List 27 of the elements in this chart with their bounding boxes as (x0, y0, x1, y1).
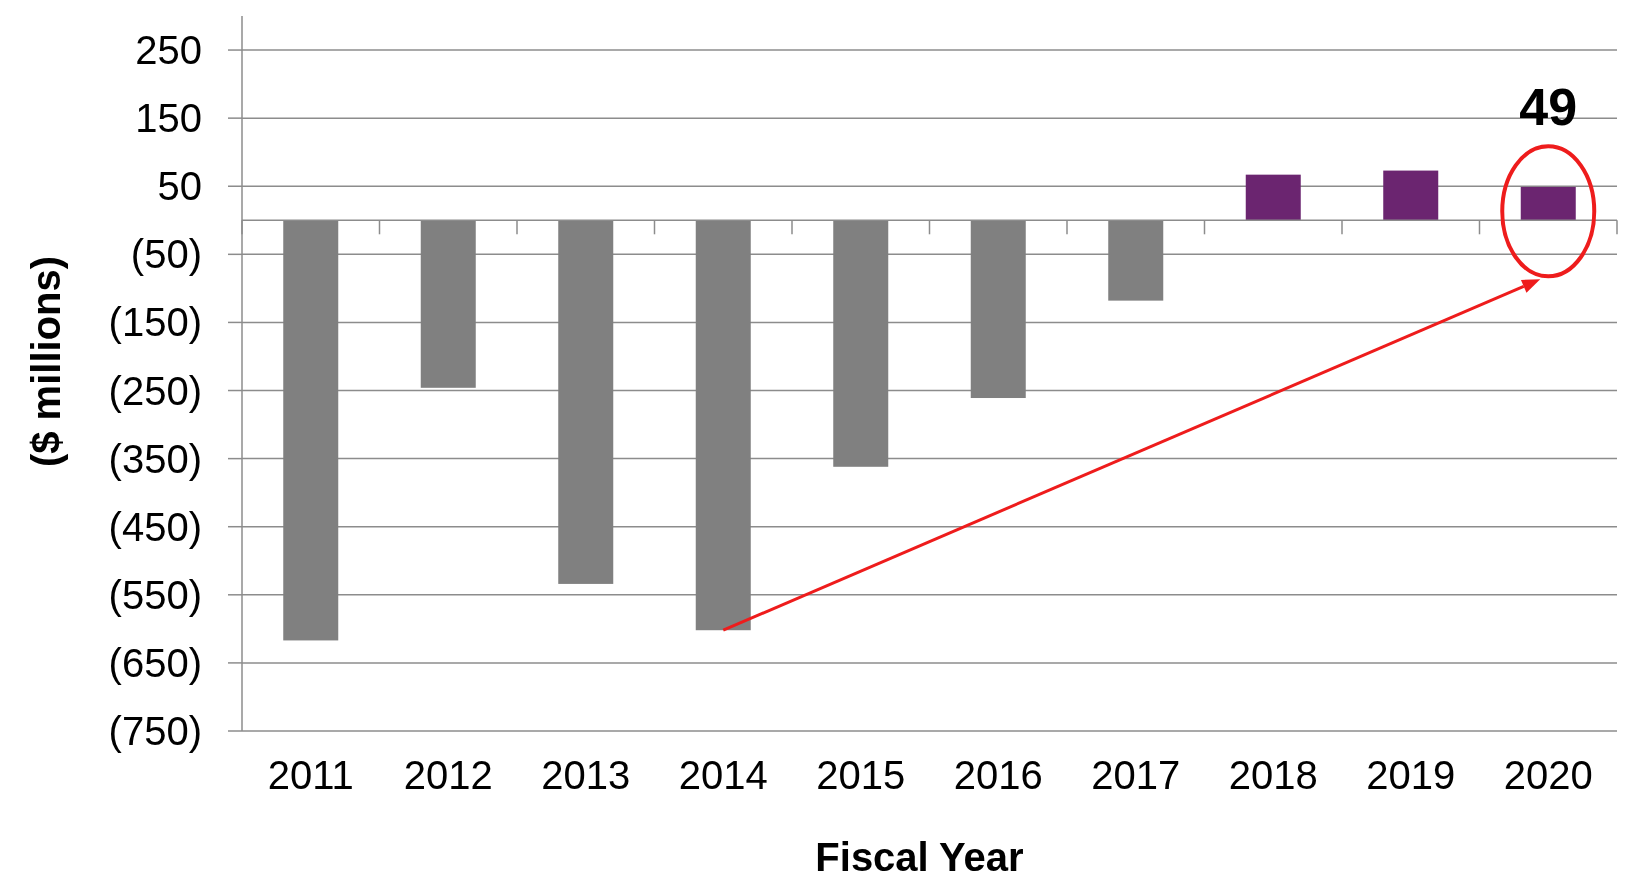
data-label: 49 (1519, 77, 1578, 136)
y-tick-label: (350) (108, 436, 202, 481)
y-tick-label: (50) (130, 232, 202, 277)
x-tick-label: 2012 (403, 753, 493, 797)
x-tick-label: 2014 (678, 753, 768, 797)
y-tick-label: 50 (157, 164, 202, 209)
y-tick-label: 150 (135, 96, 202, 141)
y-axis-title: ($ millions) (24, 255, 68, 468)
x-tick-label: 2019 (1366, 753, 1456, 797)
bar (1245, 174, 1301, 221)
x-tick-label: 2020 (1503, 753, 1593, 797)
y-tick-label: (250) (108, 368, 202, 413)
bar (1383, 170, 1439, 221)
y-tick-label: 250 (135, 28, 202, 73)
y-tick-label: (750) (108, 709, 202, 753)
x-tick-label: 2013 (541, 753, 631, 797)
x-tick-label: 2015 (816, 753, 906, 797)
x-tick-label: 2011 (267, 753, 354, 797)
y-tick-label: (550) (108, 572, 202, 617)
bar (1520, 186, 1576, 221)
x-axis-title: Fiscal Year (815, 835, 1024, 879)
x-tick-label: 2017 (1091, 753, 1181, 797)
y-tick-label: (150) (108, 300, 202, 345)
y-tick-label: (650) (108, 640, 202, 685)
x-tick-label: 2018 (1228, 753, 1318, 797)
y-tick-label: (450) (108, 504, 202, 549)
x-tick-label: 2016 (953, 753, 1043, 797)
